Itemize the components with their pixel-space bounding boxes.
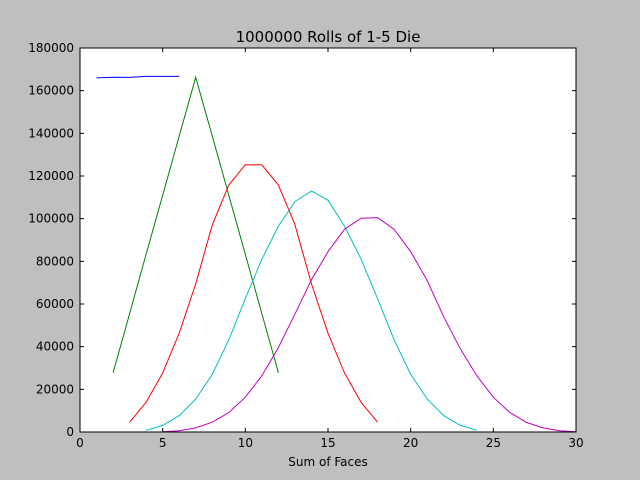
x-tick-label: 15 [320,436,335,450]
x-axis-ticks: 0 5 10 15 20 25 30 [76,48,584,450]
series-layer [96,75,577,433]
y-axis-ticks: 0 20000 40000 60000 80000 100000 120000 140000 1… [28,41,576,439]
x-tick-label: 25 [486,436,501,450]
y-tick-label: 180000 [28,41,74,55]
x-tick-label: 5 [159,436,167,450]
x-tick-label: 10 [238,436,253,450]
y-tick-label: 0 [66,425,74,439]
series-line-5 [162,217,577,433]
y-tick-label: 140000 [28,126,74,140]
y-tick-label: 40000 [36,340,74,354]
y-tick-label: 60000 [36,297,74,311]
chart-title: 1000000 Rolls of 1-5 Die [236,28,421,46]
series-line-1 [96,75,180,79]
series-line-3 [129,164,378,423]
plot-frame [79,47,577,433]
y-tick-label: 100000 [28,212,74,226]
series-line-2 [112,75,279,373]
x-tick-label: 20 [403,436,418,450]
x-axis-label: Sum of Faces [288,455,368,469]
x-tick-label: 0 [76,436,84,450]
y-tick-label: 80000 [36,254,74,268]
y-tick-label: 120000 [28,169,74,183]
y-tick-label: 20000 [36,382,74,396]
series-line-4 [145,190,477,431]
x-tick-label: 30 [568,436,583,450]
plot-area [80,48,576,432]
y-tick-label: 160000 [28,84,74,98]
